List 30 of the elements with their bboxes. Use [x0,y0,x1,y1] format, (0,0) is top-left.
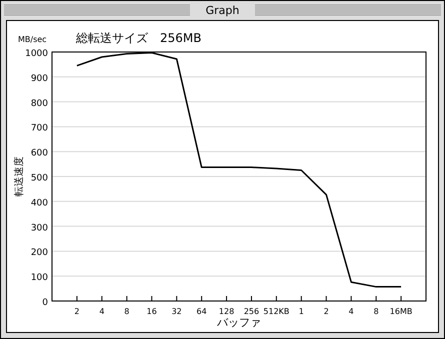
x-tick-label: 4 [99,307,104,316]
x-tick-label: 256 [244,307,260,316]
annotation: MB/sec [18,35,47,44]
y-tick-label: 100 [30,273,48,284]
y-tick-label: 400 [30,198,48,208]
x-tick-label: 16MB [390,307,412,316]
x-tick-label: 1 [298,307,304,316]
subtitle: 総転送サイズ 256MB [76,31,202,45]
y-tick-label: 1000 [25,49,48,59]
x-tick-label: 8 [124,307,130,316]
y-tick-label: 200 [30,248,48,258]
x-tick-label: 64 [196,307,207,316]
x-tick-label: 4 [348,307,354,316]
x-tick-label: 512KB [263,307,290,316]
x-tick-label: 16 [146,307,157,316]
y-tick-label: 600 [30,148,48,159]
x-tick-label: 8 [374,307,379,316]
y-tick-label: 700 [30,124,48,134]
xlabel: バッファ [217,316,261,329]
x-tick-label: 32 [172,307,182,316]
ylabel: 転送速度 [14,156,25,196]
x-tick-label: 128 [218,307,234,316]
y-tick-label: 800 [30,98,48,109]
title: Graph [206,4,240,17]
y-tick-label: 900 [30,74,48,84]
y-tick-label: 0 [42,298,48,308]
x-tick-label: 2 [324,307,329,316]
x-tick-label: 2 [74,307,80,316]
y-tick-label: 500 [30,174,48,184]
y-tick-label: 300 [30,223,48,234]
